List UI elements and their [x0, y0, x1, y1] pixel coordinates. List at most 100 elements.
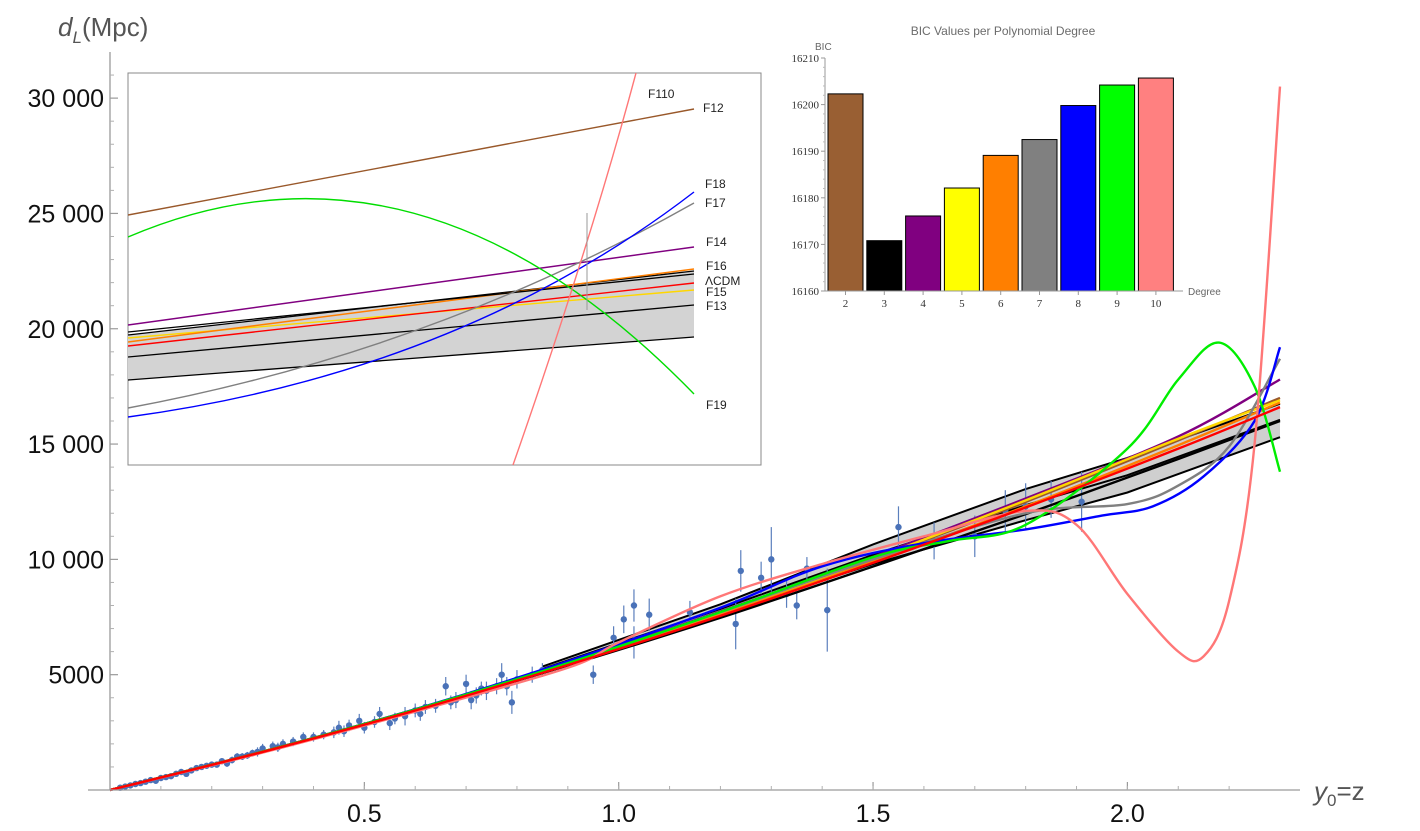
inset-label-f14: F14	[706, 235, 727, 249]
bic-x-tick-label: 3	[882, 298, 888, 310]
bic-x-tick-label: 2	[843, 298, 849, 310]
y-axis-title: dL(Mpc)	[58, 12, 148, 47]
bic-x-tick-label: 6	[998, 298, 1004, 310]
bic-bar-chart: BIC Values per Polynomial Degree BIC Deg…	[792, 24, 1222, 310]
bic-bar-degree-5	[943, 187, 980, 292]
inset-label-f18: F18	[705, 177, 726, 191]
observation-point	[417, 710, 424, 718]
observation-point	[732, 620, 739, 628]
bic-y-tick-label: 16160	[792, 286, 820, 298]
observation-point	[467, 696, 475, 704]
y-tick-label: 20 000	[28, 316, 104, 344]
observation-point	[610, 634, 617, 641]
inset-line-F17	[128, 202, 695, 409]
bic-bar-degree-4	[905, 215, 942, 292]
bic-bar-degree-2	[827, 93, 864, 292]
bic-y-tick-label: 16180	[792, 193, 820, 205]
y-axis-var: d	[58, 12, 74, 42]
bic-x-tick-label: 7	[1037, 298, 1043, 310]
bic-bar-degree-8	[1060, 105, 1097, 292]
bic-x-axis-name: Degree	[1188, 287, 1221, 298]
observation-point	[462, 680, 470, 688]
y-tick-label: 25 000	[28, 200, 104, 228]
inset-label-lambdacdm: ΛCDM	[705, 274, 740, 288]
inset-line-band-lower	[128, 336, 695, 381]
observation-point	[508, 699, 516, 706]
bic-y-tick-label: 16170	[792, 239, 820, 251]
bic-title: BIC Values per Polynomial Degree	[911, 24, 1096, 38]
bic-x-tick-label: 8	[1076, 298, 1082, 310]
bic-y-tick-label: 16200	[792, 100, 820, 112]
inset-label-f12: F12	[703, 101, 724, 115]
y-axis-rest: (Mpc)	[82, 12, 148, 42]
observation-point	[824, 606, 831, 614]
bic-bar-degree-7	[1021, 139, 1058, 292]
observation-point	[737, 567, 744, 575]
observation-point	[895, 523, 902, 531]
observation-point	[590, 671, 597, 678]
inset-label-f15: F15	[706, 285, 727, 299]
y-axis-sub: L	[72, 28, 81, 47]
bic-bars	[827, 77, 1174, 292]
x-tick-label: 2.0	[1110, 800, 1145, 828]
y-tick-label: 15 000	[28, 431, 104, 459]
bic-bar-degree-9	[1099, 84, 1136, 292]
x-axis-rest: =z	[1336, 776, 1364, 806]
inset-label-f110: F110	[648, 87, 675, 101]
bic-bar-degree-3	[866, 240, 903, 292]
observation-point	[356, 717, 363, 725]
x-tick-label: 0.5	[347, 800, 382, 828]
fit-curve-f110	[109, 86, 1282, 792]
bic-y-tick-label: 16210	[792, 53, 820, 65]
inset-line-F19	[128, 197, 695, 395]
x-tick-label: 1.0	[601, 800, 636, 828]
inset-line-band-mid	[128, 304, 695, 358]
inset-line-lcdm	[128, 282, 695, 347]
bic-x-tick-label: 9	[1114, 298, 1120, 310]
bic-x-tick-label: 10	[1150, 298, 1162, 310]
observation-point	[300, 733, 307, 741]
observation-point	[646, 611, 653, 618]
observation-point	[376, 710, 383, 718]
inset-line-F12	[128, 108, 695, 216]
inset-label-f19: F19	[706, 398, 727, 412]
x-axis-var: y	[1312, 776, 1329, 806]
inset-label-f17: F17	[705, 196, 726, 210]
observation-point	[386, 719, 393, 727]
bic-y-tick-label: 16190	[792, 146, 820, 158]
x-tick-label: 1.5	[856, 800, 891, 828]
observation-point	[630, 602, 638, 609]
fit-curve-lambdacdm	[109, 406, 1281, 792]
observation-point	[768, 556, 775, 563]
inset-label-f13: F13	[706, 299, 727, 313]
observation-point	[442, 683, 449, 690]
observation-point	[1078, 498, 1085, 505]
bic-ticks: 2 3 4 5 6 7 8 9 10 16160 16170 16180 16190 16200 16210	[792, 53, 1162, 310]
bic-bar-degree-10	[1137, 77, 1174, 292]
y-tick-label: 5000	[48, 662, 104, 690]
inset-line-F18	[128, 191, 695, 418]
bic-x-tick-label: 5	[959, 298, 965, 310]
y-tick-label: 10 000	[28, 546, 104, 574]
y-tick-label: 30 000	[28, 85, 104, 113]
main-plot: 0.5 1.0 1.5 2.0 5000 10 000 15 000 20 000 25 000…	[28, 12, 1365, 828]
observation-point	[793, 602, 800, 609]
main-ticks: 0.5 1.0 1.5 2.0 5000 10 000 15 000 20 000 25 000…	[28, 74, 1230, 828]
inset-line-F14	[128, 246, 695, 326]
inset-line-F13-top	[128, 273, 695, 333]
inset-line-F110	[512, 73, 637, 465]
bic-y-axis-name: BIC	[815, 42, 832, 53]
observation-point	[620, 616, 627, 623]
bic-x-tick-label: 4	[920, 298, 926, 310]
inset-curves	[128, 73, 695, 465]
inset-label-f16: F16	[706, 259, 727, 273]
inset-frame	[127, 72, 762, 466]
observation-point	[498, 671, 505, 678]
observation-point	[757, 574, 765, 582]
x-axis-sub: 0	[1327, 791, 1336, 810]
inset-line-F16	[128, 268, 695, 343]
fit-curves	[109, 86, 1282, 792]
